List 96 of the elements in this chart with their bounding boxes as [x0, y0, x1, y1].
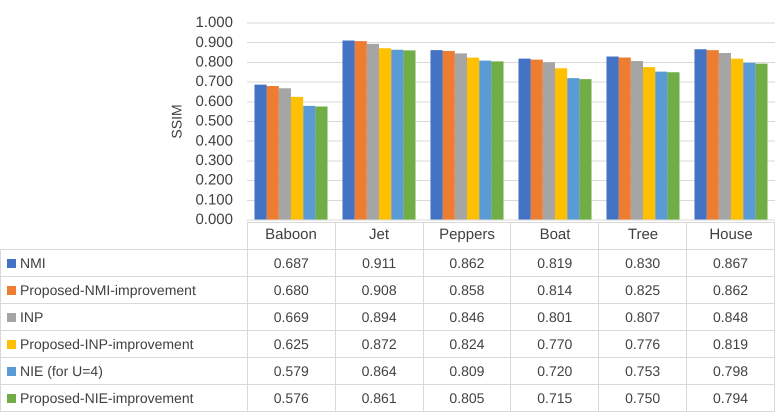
bar — [667, 72, 680, 220]
data-label: 0.798 — [686, 358, 774, 384]
data-label: 0.680 — [247, 276, 336, 304]
y-tick-label: 0.300 — [195, 152, 233, 170]
y-tick-label: 0.500 — [195, 112, 233, 130]
bar — [530, 60, 543, 220]
data-label: 0.805 — [423, 384, 511, 412]
x-tick-label: Baboon — [265, 226, 317, 244]
data-label: 0.830 — [598, 250, 687, 276]
bar — [643, 67, 656, 220]
data-label: 0.908 — [335, 276, 424, 304]
bar — [303, 106, 316, 220]
data-label: 0.794 — [686, 384, 774, 412]
y-tick-label: 0.200 — [195, 172, 233, 189]
x-tick-label: House — [709, 226, 753, 244]
bar — [579, 79, 592, 220]
bar — [391, 50, 404, 220]
data-label: 0.872 — [335, 330, 424, 358]
bar — [278, 88, 291, 220]
bar — [630, 61, 643, 220]
bar — [606, 56, 619, 220]
data-label: 0.862 — [423, 250, 511, 276]
data-label: 0.753 — [598, 358, 687, 384]
data-label: 0.807 — [598, 304, 687, 330]
legend-label: NIE (for U=4) — [0, 358, 248, 384]
data-label: 0.625 — [247, 330, 336, 358]
bar — [479, 60, 492, 220]
x-tick-label: Boat — [540, 226, 572, 244]
bar — [354, 41, 367, 220]
data-label: 0.576 — [247, 384, 336, 412]
x-tick-label: Tree — [628, 226, 658, 244]
bar — [518, 58, 531, 220]
bar — [706, 50, 719, 220]
bar — [555, 68, 568, 220]
y-tick-label: 0.400 — [195, 132, 233, 150]
bar — [291, 96, 304, 220]
bar — [618, 57, 631, 220]
y-axis-title: SSIM — [168, 104, 184, 139]
bar — [366, 44, 379, 220]
bar — [694, 49, 707, 220]
y-tick-label: 0.800 — [195, 54, 233, 71]
bar — [718, 52, 731, 220]
bar — [315, 106, 328, 220]
legend-label: Proposed-NIE-improvement — [0, 384, 248, 412]
data-label: 0.814 — [510, 276, 599, 304]
data-label: 0.848 — [686, 304, 774, 330]
data-label: 0.720 — [510, 358, 599, 384]
data-label: 0.825 — [598, 276, 687, 304]
data-label: 0.715 — [510, 384, 599, 412]
bar — [743, 62, 756, 220]
bar — [254, 84, 267, 220]
legend-label: Proposed-NMI-improvement — [0, 276, 248, 304]
data-label: 0.894 — [335, 304, 424, 330]
bar — [491, 61, 504, 220]
y-tick-label: 0.600 — [195, 92, 233, 110]
legend-label: NMI — [0, 250, 248, 276]
data-label: 0.864 — [335, 358, 424, 384]
data-label: 0.819 — [686, 330, 774, 358]
bar — [542, 62, 555, 220]
y-tick-label: 0.000 — [195, 211, 233, 228]
legend-label: INP — [0, 304, 248, 330]
data-label: 0.669 — [247, 304, 336, 330]
data-label: 0.801 — [510, 304, 599, 330]
data-label: 0.776 — [598, 330, 687, 358]
bar — [454, 53, 467, 220]
data-label: 0.750 — [598, 384, 687, 412]
bar — [442, 50, 455, 220]
y-tick-label: 0.700 — [195, 73, 233, 90]
data-label: 0.579 — [247, 358, 336, 384]
data-label: 0.819 — [510, 250, 599, 276]
bar — [567, 78, 580, 220]
bar — [755, 64, 768, 220]
bar — [342, 40, 355, 220]
y-tick-label: 1.000 — [195, 14, 233, 32]
data-label: 0.846 — [423, 304, 511, 330]
bar — [655, 72, 668, 220]
data-label: 0.770 — [510, 330, 599, 358]
bar — [266, 86, 279, 220]
bar — [379, 48, 392, 220]
y-tick-label: 0.900 — [195, 34, 233, 51]
bar — [430, 50, 443, 220]
legend-label: Proposed-INP-improvement — [0, 330, 248, 358]
x-tick-label: Peppers — [439, 226, 495, 244]
data-label: 0.911 — [335, 250, 424, 276]
data-label: 0.861 — [335, 384, 424, 412]
data-label: 0.867 — [686, 250, 774, 276]
x-tick-label: Jet — [368, 226, 390, 244]
bar — [467, 58, 480, 220]
data-label: 0.687 — [247, 250, 336, 276]
data-label: 0.809 — [423, 358, 511, 384]
y-tick-label: 0.100 — [195, 191, 233, 208]
bar — [731, 58, 744, 220]
data-label: 0.858 — [423, 276, 511, 304]
data-label: 0.862 — [686, 276, 774, 304]
data-label: 0.824 — [423, 330, 511, 358]
bar — [403, 50, 416, 220]
